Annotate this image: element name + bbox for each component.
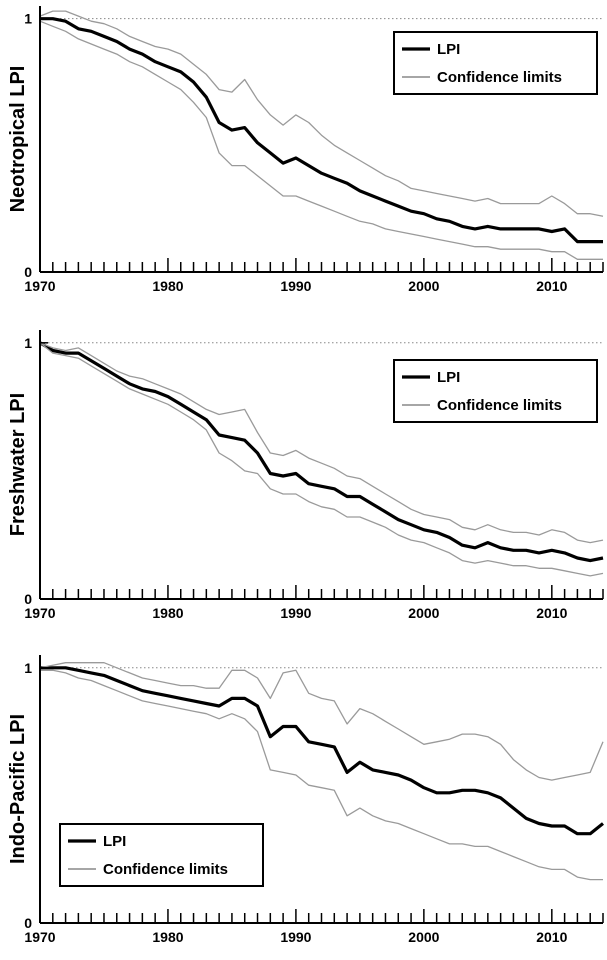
x-tick-label: 1980 (152, 605, 183, 621)
y-axis-label: Indo-Pacific LPI (7, 714, 29, 864)
y-tick-label: 0 (24, 264, 32, 280)
chart-panel-2: 1970 1980 1990 2000 2010 0 1 Freshwater LPI LPI C… (7, 330, 604, 621)
x-tick-label: 1970 (24, 278, 55, 294)
lower-confidence-line (39, 20, 603, 260)
lpi-line (39, 341, 604, 563)
legend-label-confidence: Confidence limits (437, 69, 562, 86)
x-tick-label: 1990 (280, 929, 311, 945)
x-tick-label: 1970 (24, 929, 55, 945)
lower-confidence-line (40, 669, 603, 881)
x-tick-label: 1990 (280, 278, 311, 294)
y-tick-label: 0 (24, 591, 32, 607)
y-tick-label: 1 (24, 660, 32, 676)
lpi-line (40, 666, 604, 836)
x-tick-label: 2010 (536, 278, 567, 294)
upper-confidence-line (39, 10, 604, 217)
legend: LPI Confidence limits (393, 359, 598, 423)
legend: LPI Confidence limits (393, 31, 598, 95)
y-axis-label: Neotropical LPI (7, 66, 29, 213)
upper-confidence-line (39, 342, 604, 544)
chart-panel-3: 1970 1980 1990 2000 2010 0 1 Indo-Pacific LPI LP… (7, 655, 604, 945)
x-tick-label: 2000 (408, 929, 439, 945)
y-axis-label: Freshwater LPI (7, 393, 29, 536)
x-tick-label: 1970 (24, 605, 55, 621)
x-tick-label: 2010 (536, 929, 567, 945)
y-tick-label: 0 (24, 915, 32, 931)
y-tick-label: 1 (24, 335, 32, 351)
legend-box (393, 31, 598, 95)
legend-label-lpi: LPI (103, 833, 126, 850)
x-tick-label: 2000 (408, 278, 439, 294)
x-tick-label: 2000 (408, 605, 439, 621)
legend-label-lpi: LPI (437, 369, 460, 386)
chart-panel-1: 1970 1980 1990 2000 2010 0 1 Neotropical LPI LPI… (7, 6, 604, 294)
legend-box (59, 823, 264, 887)
legend-label-confidence: Confidence limits (437, 397, 562, 414)
x-tick-label: 1980 (152, 929, 183, 945)
legend: LPI Confidence limits (59, 823, 264, 887)
y-tick-label: 1 (24, 11, 32, 27)
x-tick-label: 1990 (280, 605, 311, 621)
lower-confidence-line (39, 342, 604, 577)
legend-box (393, 359, 598, 423)
x-tick-label: 2010 (536, 605, 567, 621)
x-tick-label: 1980 (152, 278, 183, 294)
upper-confidence-line (39, 662, 604, 781)
lpi-line (40, 17, 603, 244)
legend-label-confidence: Confidence limits (103, 861, 228, 878)
legend-label-lpi: LPI (437, 41, 460, 58)
